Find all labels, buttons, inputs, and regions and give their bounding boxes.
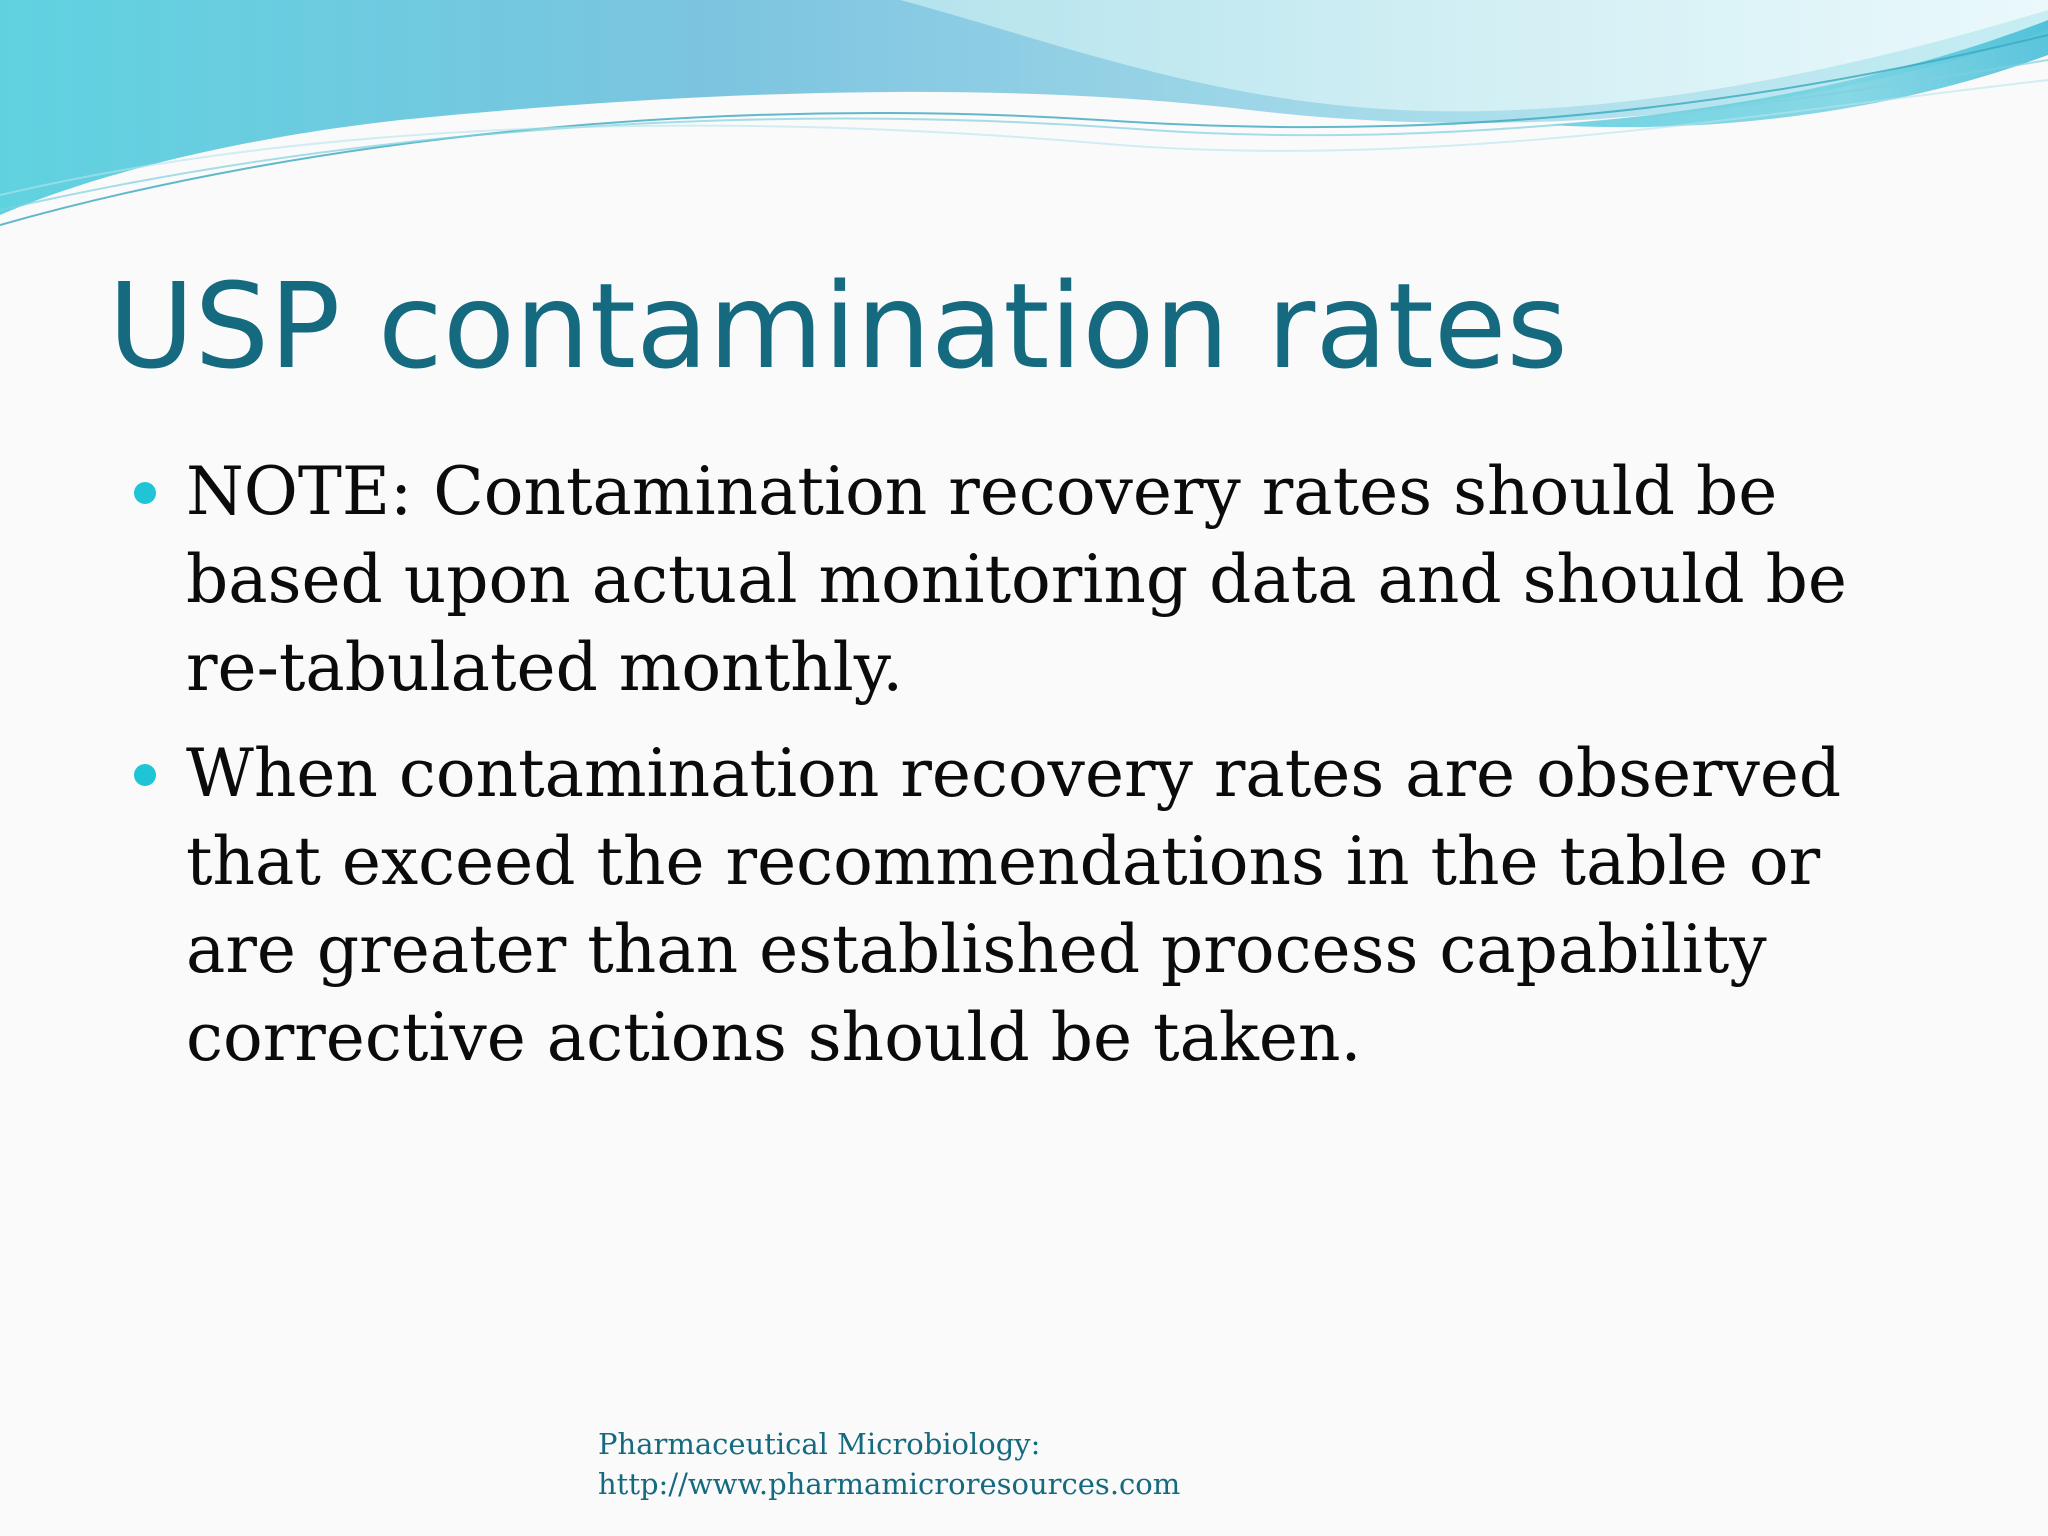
bullet-list: NOTE: Contamination recovery rates shoul…: [128, 448, 1928, 1100]
footer-url: http://www.pharmamicroresources.com: [598, 1467, 1181, 1501]
decorative-wave-header: [0, 0, 2048, 226]
bullet-text: NOTE: Contamination recovery rates shoul…: [186, 453, 1847, 706]
bullet-dot-icon: [134, 482, 156, 504]
bullet-item: When contamination recovery rates are ob…: [128, 730, 1928, 1082]
bullet-text: When contamination recovery rates are ob…: [186, 735, 1842, 1076]
slide-footer: Pharmaceutical Microbiology: http://www.…: [598, 1424, 1180, 1504]
bullet-item: NOTE: Contamination recovery rates shoul…: [128, 448, 1928, 712]
slide-title: USP contamination rates: [108, 257, 1568, 395]
bullet-dot-icon: [134, 764, 156, 786]
footer-source-label: Pharmaceutical Microbiology:: [598, 1427, 1041, 1461]
